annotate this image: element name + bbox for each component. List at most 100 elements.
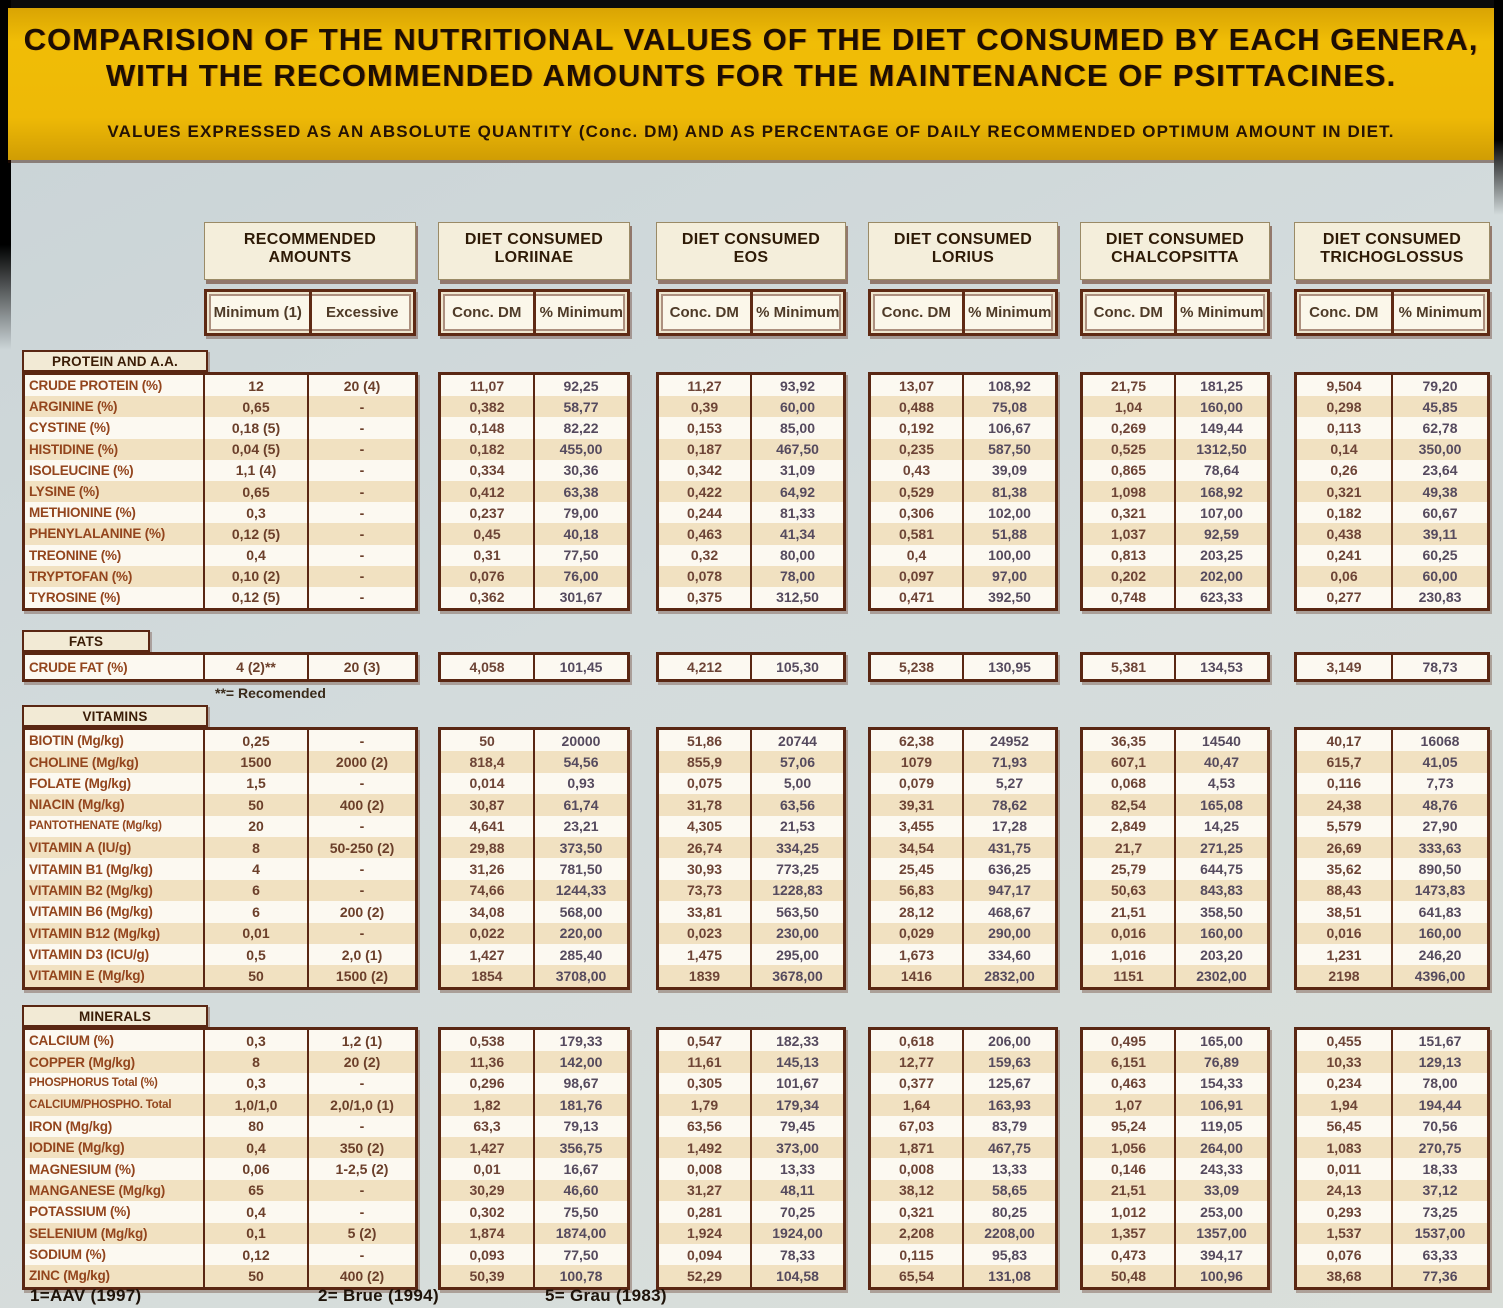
recommended-minimum-value: 8	[205, 836, 309, 859]
conc-dm-value: 0,45	[441, 523, 535, 545]
pct-minimum-value: 93,92	[779, 377, 816, 394]
table-row: TYROSINE (%) 0,12 (5) -	[25, 586, 415, 609]
table-row: 0,4 100,00	[871, 544, 1055, 566]
conc-dm-value: 1,64	[871, 1094, 964, 1116]
table-row: 1,94 194,44	[1297, 1094, 1487, 1116]
photo-edge-right	[1494, 0, 1503, 215]
table-row: 1839 3678,00	[659, 965, 843, 987]
table-row: 6,151 76,89	[1083, 1051, 1267, 1073]
pct-minimum-value: 41,05	[1422, 754, 1458, 771]
conc-dm-value: 6,151	[1083, 1051, 1176, 1073]
pct-minimum-value: 467,75	[988, 1139, 1031, 1156]
conc-dm-value: 0,187	[659, 438, 752, 460]
conc-dm-value: 50,63	[1083, 879, 1176, 902]
column-subheader-cell: Conc. DM	[1093, 304, 1163, 321]
diet-group-box: 11,27 93,92 0,39 60,00 0,153 85,00 0,187 467,50…	[656, 372, 846, 612]
table-row: 11,27 93,92	[659, 375, 843, 397]
conc-dm-value: 1,82	[441, 1094, 535, 1116]
table-row: 2198 4396,00	[1297, 965, 1487, 987]
pct-minimum-value: 1228,83	[772, 882, 823, 899]
table-row: 26,74 334,25	[659, 836, 843, 859]
pct-minimum-value: 154,33	[1200, 1075, 1243, 1092]
conc-dm-value: 36,35	[1083, 730, 1176, 752]
table-row: COPPER (Mg/kg) 8 20 (2)	[25, 1051, 415, 1073]
conc-dm-value: 0,068	[1083, 772, 1176, 795]
pct-minimum-value: 102,00	[988, 504, 1031, 521]
column-subheader-loriinae: Conc. DM % Minimum	[438, 289, 630, 336]
recommended-minimum-value: 80	[205, 1115, 309, 1137]
pct-minimum-value: 636,25	[988, 861, 1031, 878]
conc-dm-value: 56,83	[871, 879, 964, 902]
table-row: 12,77 159,63	[871, 1051, 1055, 1073]
conc-dm-value: 0,269	[1083, 417, 1176, 439]
row-label: FOLATE (Mg/kg)	[25, 772, 205, 795]
recommended-excessive-value: -	[359, 775, 365, 792]
row-label: VITAMIN B1 (Mg/kg)	[25, 858, 205, 880]
conc-dm-value: 52,29	[659, 1265, 752, 1287]
recommended-minimum-value: 0,18 (5)	[205, 417, 309, 439]
pct-minimum-value: 30,36	[563, 462, 599, 479]
column-group-title-line1: DIET CONSUMED	[681, 231, 821, 248]
pct-minimum-value: 75,50	[563, 1203, 599, 1220]
pct-minimum-value: 71,93	[991, 754, 1028, 771]
conc-dm-value: 1,357	[1083, 1222, 1176, 1244]
conc-dm-value: 26,69	[1297, 836, 1393, 859]
labels-and-recommended-box: BIOTIN (Mg/kg) 0,25 - CHOLINE (Mg/kg) 1500 20…	[22, 727, 418, 990]
pct-minimum-value: 394,17	[1200, 1246, 1243, 1263]
pct-minimum-value: 77,50	[563, 1246, 599, 1263]
conc-dm-value: 1,871	[871, 1136, 964, 1159]
table-row: 25,45 636,25	[871, 858, 1055, 880]
table-row: 52,29 104,58	[659, 1265, 843, 1287]
table-row: 30,93 773,25	[659, 858, 843, 880]
pct-minimum-value: 64,92	[779, 483, 816, 500]
pct-minimum-value: 179,34	[776, 1096, 819, 1113]
table-row: 1,79 179,34	[659, 1094, 843, 1116]
conc-dm-value: 1,04	[1083, 396, 1176, 418]
recommended-excessive-value: 200 (2)	[339, 903, 385, 920]
table-row: 38,51 641,83	[1297, 901, 1487, 923]
table-row: 73,73 1228,83	[659, 879, 843, 902]
pct-minimum-value: 568,00	[559, 903, 603, 920]
conc-dm-value: 31,78	[659, 794, 752, 816]
column-group-title-line1: RECOMMENDED	[243, 231, 377, 248]
table-row: 1,231 246,20	[1297, 943, 1487, 966]
pct-minimum-value: 194,44	[1418, 1096, 1462, 1113]
pct-minimum-value: 4,53	[1207, 775, 1236, 792]
table-row: 56,83 947,17	[871, 879, 1055, 902]
table-row: 31,27 48,11	[659, 1179, 843, 1202]
pct-minimum-value: 5,00	[783, 775, 812, 792]
conc-dm-value: 1,874	[441, 1222, 535, 1244]
conc-dm-value: 62,38	[871, 730, 964, 752]
conc-dm-value: 0,26	[1297, 459, 1393, 481]
pct-minimum-value: 563,50	[776, 903, 819, 920]
conc-dm-value: 50	[441, 730, 535, 752]
row-label: SODIUM (%)	[25, 1243, 205, 1266]
table-row: 0,305 101,67	[659, 1072, 843, 1095]
pct-minimum-value: 54,56	[563, 754, 599, 771]
column-group-header-chalcopsitta: DIET CONSUMED CHALCOPSITTA	[1080, 222, 1270, 280]
table-row: 0,115 95,83	[871, 1243, 1055, 1266]
table-row: 67,03 83,79	[871, 1115, 1055, 1137]
row-label: NIACIN (Mg/kg)	[25, 794, 205, 816]
conc-dm-value: 0,078	[659, 565, 752, 587]
row-label: PHENYLALANINE (%)	[25, 523, 205, 545]
table-row: BIOTIN (Mg/kg) 0,25 -	[25, 730, 415, 752]
table-row: 0,455 151,67	[1297, 1030, 1487, 1052]
column-subheader-cell: % Minimum	[1390, 292, 1488, 333]
table-row: 0,334 30,36	[441, 459, 627, 481]
conc-dm-value: 24,38	[1297, 794, 1393, 816]
pct-minimum-value: 160,00	[1200, 925, 1243, 942]
table-row: 0,26 23,64	[1297, 459, 1487, 481]
column-group-title-line2: TRICHOGLOSSUS	[1320, 249, 1464, 266]
table-row: 0,016 160,00	[1083, 922, 1267, 944]
table-row: 0,45 40,18	[441, 523, 627, 545]
table-row: 63,3 79,13	[441, 1115, 627, 1137]
row-label: CALCIUM (%)	[25, 1030, 205, 1052]
table-row: 0,422 64,92	[659, 480, 843, 503]
pct-minimum-value: 160,00	[1418, 925, 1462, 942]
conc-dm-value: 1416	[871, 965, 964, 987]
reference-footnote: 1=AAV (1997)	[30, 1286, 142, 1305]
pct-minimum-value: 947,17	[988, 882, 1031, 899]
photo-edge-left	[0, 0, 11, 350]
conc-dm-value: 615,7	[1297, 751, 1393, 773]
